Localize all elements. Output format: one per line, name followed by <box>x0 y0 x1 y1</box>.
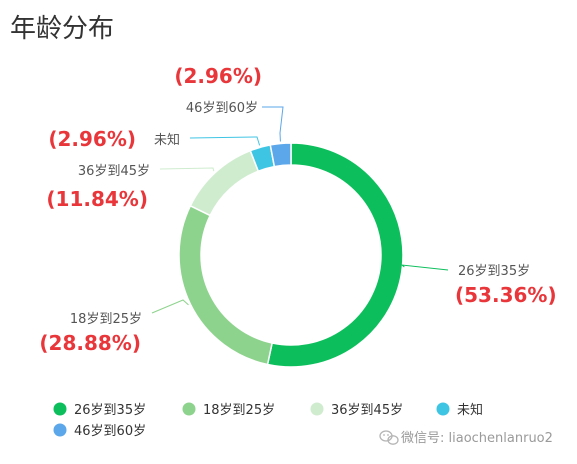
leader-line-4 <box>262 106 284 142</box>
slice-name-label-3: 未知 <box>154 132 180 148</box>
slice-name-label-2: 36岁到45岁 <box>78 164 150 179</box>
leader-lines <box>151 106 449 314</box>
slice-name-label-4: 46岁到60岁 <box>186 101 258 116</box>
slice-name-label-1: 18岁到25岁 <box>70 312 142 327</box>
legend-item-4[interactable]: 46岁到60岁 <box>53 423 147 440</box>
leader-line-0 <box>400 264 449 271</box>
legend-swatch-3 <box>436 402 450 416</box>
legend-label-0: 26岁到35岁 <box>74 403 146 418</box>
slice-name-label-0: 26岁到35岁 <box>458 264 530 279</box>
legend-label-1: 18岁到25岁 <box>203 403 275 418</box>
legend-swatch-0 <box>53 402 67 416</box>
watermark: 微信号: liaochenlanruo2 <box>379 430 553 446</box>
slice-percent-label-0: (53.36%) <box>455 283 557 307</box>
legend-item-3[interactable]: 未知 <box>436 402 484 418</box>
leader-line-3 <box>189 136 261 146</box>
slice-percent-label-3: (2.96%) <box>48 127 136 151</box>
legend-swatch-2 <box>310 402 324 416</box>
chart-title: 年龄分布 <box>10 14 114 44</box>
legend-label-4: 46岁到60岁 <box>74 424 146 439</box>
leader-line-1 <box>151 299 189 314</box>
leader-line-2 <box>159 167 215 172</box>
watermark-text: 微信号: liaochenlanruo2 <box>401 431 553 446</box>
slice-labels: 26岁到35岁 (53.36%) 18岁到25岁 (28.88%) 36岁到45岁 (11… <box>37 62 558 357</box>
slice-1[interactable] <box>178 204 274 366</box>
legend-swatch-1 <box>182 402 196 416</box>
slice-4[interactable] <box>269 142 292 168</box>
legend-label-3: 未知 <box>457 402 483 418</box>
legend-item-0[interactable]: 26岁到35岁 <box>53 402 147 419</box>
legend-swatch-4 <box>53 423 67 437</box>
legend-item-1[interactable]: 18岁到25岁 <box>182 402 276 419</box>
donut-chart <box>178 142 404 368</box>
slice-0[interactable] <box>266 142 404 368</box>
chart-legend[interactable]: 26岁到35岁 18岁到25岁 36岁到45岁 未知 46岁到60岁 <box>53 402 484 440</box>
slice-percent-label-2: (11.84%) <box>46 187 148 211</box>
wechat-icon <box>379 430 399 445</box>
slice-percent-label-1: (28.88%) <box>39 331 141 355</box>
legend-item-2[interactable]: 36岁到45岁 <box>310 402 404 419</box>
slice-2[interactable] <box>189 149 260 217</box>
slice-percent-label-4: (2.96%) <box>174 64 262 88</box>
legend-label-2: 36岁到45岁 <box>331 403 403 418</box>
